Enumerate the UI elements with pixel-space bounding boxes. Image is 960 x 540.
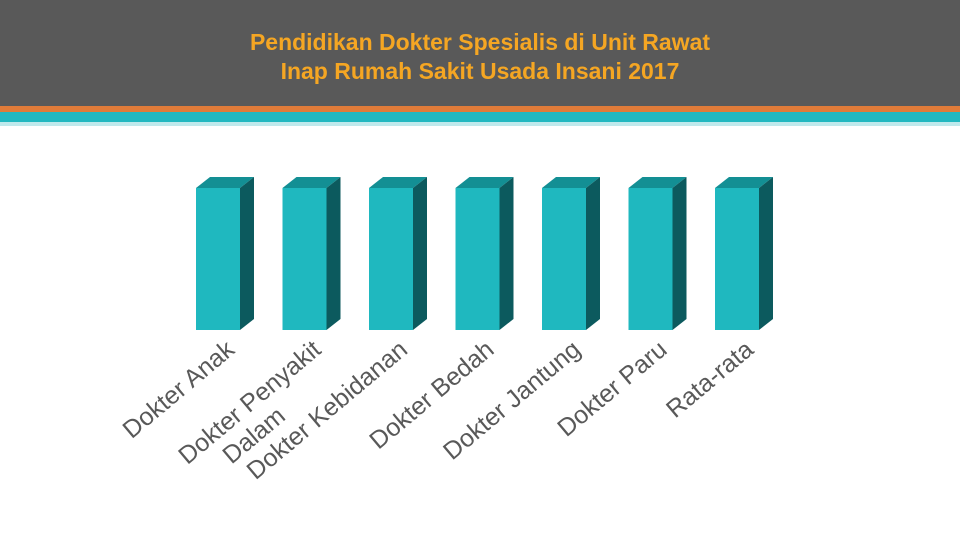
- bar: [282, 188, 327, 330]
- bar-top-face: [196, 177, 254, 188]
- bar-side-face: [499, 177, 514, 330]
- header-stripe-light: [0, 122, 960, 126]
- bar-side-face: [586, 177, 600, 330]
- header-stripe-teal: [0, 112, 960, 122]
- bar-top-face: [282, 177, 341, 188]
- bar-side-face: [413, 177, 427, 330]
- chart-title: Pendidikan Dokter Spesialis di Unit Rawa…: [0, 28, 960, 86]
- bar: [196, 188, 240, 330]
- bar-side-face: [240, 177, 254, 330]
- bar: [369, 188, 413, 330]
- bar-top-face: [715, 177, 773, 188]
- bar-side-face: [672, 177, 687, 330]
- bar-top-face: [369, 177, 427, 188]
- bar: [542, 188, 586, 330]
- chart-title-line-2: Inap Rumah Sakit Usada Insani 2017: [280, 58, 680, 84]
- category-label-line: Rata-rata: [661, 335, 759, 423]
- bar-top-face: [542, 177, 600, 188]
- bar: [628, 188, 673, 330]
- bar-top-face: [455, 177, 514, 188]
- bar: [715, 188, 759, 330]
- bar-top-face: [628, 177, 687, 188]
- category-label: Rata-rata: [661, 335, 759, 423]
- bar: [455, 188, 500, 330]
- chart-title-line-1: Pendidikan Dokter Spesialis di Unit Rawa…: [249, 29, 711, 55]
- bar-side-face: [759, 177, 773, 330]
- bar-side-face: [326, 177, 341, 330]
- header-stripe-orange: [0, 106, 960, 112]
- header-bar: [0, 0, 960, 106]
